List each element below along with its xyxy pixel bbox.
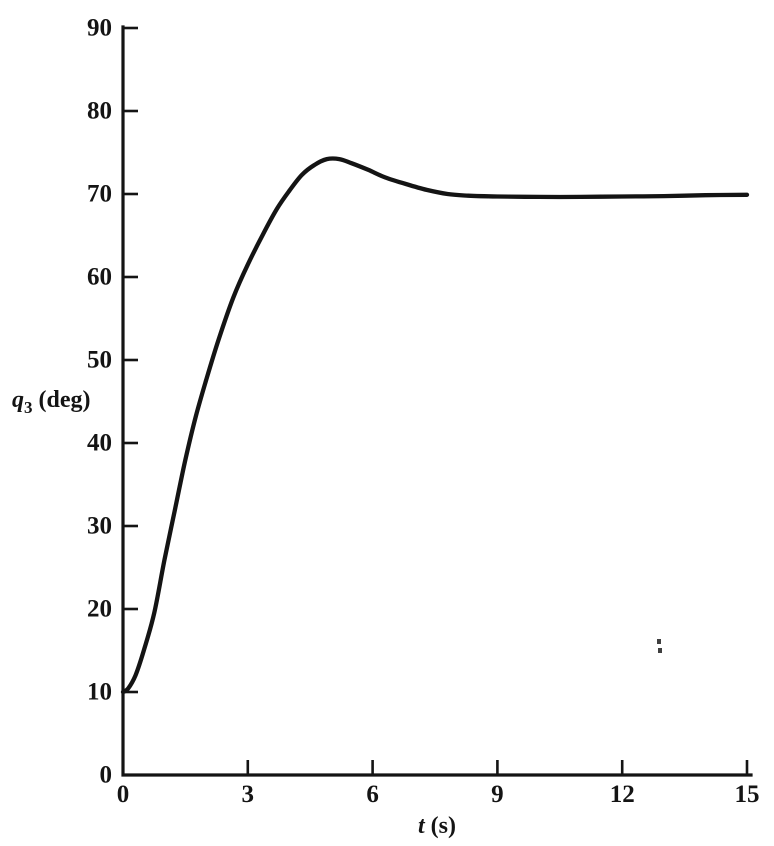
response-curve <box>120 156 750 695</box>
y-tick-label: 0 <box>100 762 113 789</box>
y-tick-label: 70 <box>87 181 112 208</box>
y-axis-label-unit: (deg) <box>33 387 91 413</box>
x-tick-label: 6 <box>366 781 379 808</box>
x-axis-label-variable: t <box>418 813 426 839</box>
y-tick-label: 40 <box>87 430 112 457</box>
y-tick-label: 10 <box>87 679 112 706</box>
x-tick-label: 15 <box>735 781 760 808</box>
x-tick-label: 12 <box>610 781 635 808</box>
axes <box>121 25 753 777</box>
y-tick-label: 20 <box>87 596 112 623</box>
y-tick-label: 60 <box>87 264 112 291</box>
y-tick-label: 90 <box>87 15 112 42</box>
axis-tick-labels: 0 10 20 30 40 50 60 70 80 90 0 3 6 9 12 15 <box>87 15 760 809</box>
axis-ticks <box>121 26 749 777</box>
x-tick-label: 3 <box>242 781 255 808</box>
y-tick-label: 30 <box>87 513 112 540</box>
x-axis-label-unit: (s) <box>425 813 456 839</box>
y-axis-label: q3 (deg) <box>12 387 90 417</box>
x-axis-label: t (s) <box>418 813 456 839</box>
x-tick-label: 0 <box>117 781 130 808</box>
y-tick-label: 50 <box>87 347 112 374</box>
y-axis-label-subscript: 3 <box>24 398 33 417</box>
y-tick-label: 80 <box>87 98 112 125</box>
scan-artifact-speck <box>657 639 662 653</box>
y-axis-label-variable: q <box>12 387 24 413</box>
x-tick-label: 9 <box>491 781 504 808</box>
